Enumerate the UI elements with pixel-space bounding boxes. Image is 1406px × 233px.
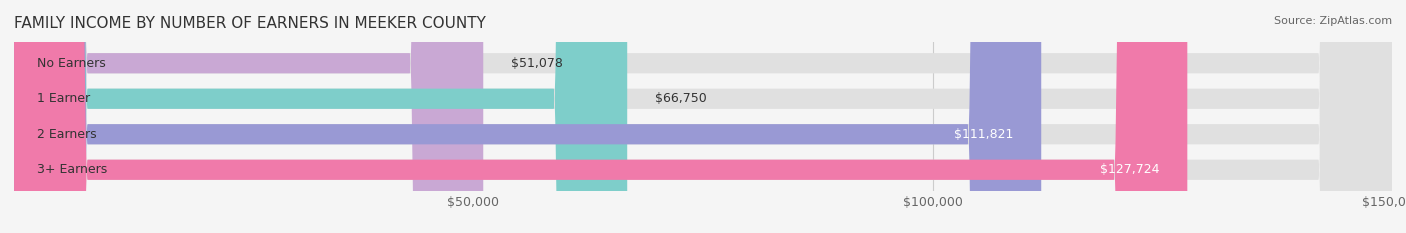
Text: No Earners: No Earners xyxy=(37,57,105,70)
Text: $111,821: $111,821 xyxy=(955,128,1014,141)
Text: 1 Earner: 1 Earner xyxy=(37,92,90,105)
FancyBboxPatch shape xyxy=(14,0,627,233)
FancyBboxPatch shape xyxy=(14,0,484,233)
FancyBboxPatch shape xyxy=(14,0,1392,233)
FancyBboxPatch shape xyxy=(14,0,1392,233)
FancyBboxPatch shape xyxy=(14,0,1042,233)
Text: 2 Earners: 2 Earners xyxy=(37,128,97,141)
Text: $51,078: $51,078 xyxy=(510,57,562,70)
Text: $127,724: $127,724 xyxy=(1101,163,1160,176)
Text: $66,750: $66,750 xyxy=(655,92,707,105)
Text: Source: ZipAtlas.com: Source: ZipAtlas.com xyxy=(1274,16,1392,26)
Text: FAMILY INCOME BY NUMBER OF EARNERS IN MEEKER COUNTY: FAMILY INCOME BY NUMBER OF EARNERS IN ME… xyxy=(14,16,486,31)
FancyBboxPatch shape xyxy=(14,0,1187,233)
Text: 3+ Earners: 3+ Earners xyxy=(37,163,107,176)
FancyBboxPatch shape xyxy=(14,0,1392,233)
FancyBboxPatch shape xyxy=(14,0,1392,233)
